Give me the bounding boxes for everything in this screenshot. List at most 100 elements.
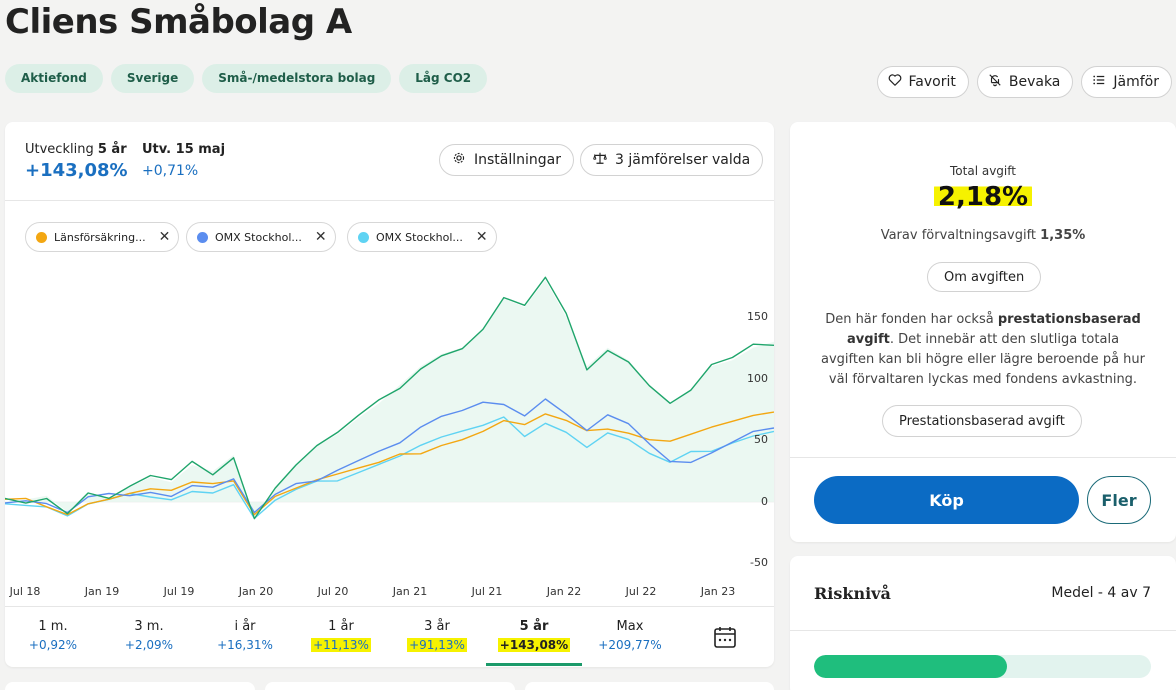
period-value: +209,77% (598, 638, 662, 652)
legend-dot (358, 231, 369, 243)
period-label: i år (234, 619, 256, 634)
bottom-card (5, 682, 255, 690)
total-fee: 2,18% (790, 182, 1176, 212)
x-tick: Jan 19 (84, 585, 120, 598)
period-label: 3 m. (134, 619, 164, 634)
period-3m[interactable]: 3 m. +2,09% (109, 619, 189, 653)
development-period: 5 år (97, 142, 127, 157)
y-tick: 0 (761, 495, 768, 508)
legend-dot (36, 231, 47, 243)
period-value: +0,92% (28, 638, 78, 652)
bottom-card (265, 682, 515, 690)
settings-button[interactable]: Inställningar (439, 144, 575, 176)
period-value: +11,13% (311, 638, 371, 652)
x-tick: Jul 18 (9, 585, 41, 598)
management-fee-label: Varav förvaltningsavgift (880, 228, 1037, 243)
x-tick: Jul 20 (317, 585, 349, 598)
legend-label: OMX Stockhol... (215, 230, 302, 244)
development-value: +143,08% (25, 160, 128, 181)
legend-chip-lansforsakringar[interactable]: Länsförsäkring... ✕ (25, 222, 180, 252)
period-value: +143,08% (497, 638, 571, 652)
calendar-icon[interactable] (713, 625, 737, 653)
period-label: 1 m. (38, 619, 68, 634)
series-area (5, 280, 774, 517)
x-tick: Jan 21 (392, 585, 428, 598)
risk-bar (814, 655, 1151, 678)
risk-title: Risknivå (814, 584, 891, 603)
page-title: Cliens Småbolag A (5, 2, 352, 42)
x-tick: Jul 21 (471, 585, 503, 598)
period-label: 1 år (328, 619, 354, 634)
day-change-stat: Utv. 15 maj +0,71% (142, 142, 225, 179)
y-tick: -50 (750, 556, 768, 569)
watch-button[interactable]: Bevaka (976, 66, 1074, 98)
legend-label: Länsförsäkring... (54, 230, 146, 244)
divider (790, 457, 1176, 458)
buy-button[interactable]: Köp (814, 476, 1079, 524)
development-stat: Utveckling 5 år +143,08% (25, 142, 128, 181)
more-button[interactable]: Fler (1087, 476, 1151, 524)
performance-card: Utveckling 5 år +143,08% Utv. 15 maj +0,… (5, 122, 774, 667)
compare-button[interactable]: Jämför (1081, 66, 1172, 98)
about-fee-button[interactable]: Om avgiften (927, 262, 1042, 292)
series-line-2 (5, 411, 774, 516)
fee-desc-pre: Den här fonden har också (825, 312, 998, 327)
fee-desc-post: . Det innebär att den slutliga totala av… (821, 332, 1145, 387)
active-period-indicator (486, 663, 582, 666)
development-label: Utveckling (25, 142, 94, 157)
close-icon[interactable]: ✕ (475, 229, 488, 245)
period-value: +16,31% (217, 638, 273, 652)
tag-country[interactable]: Sverige (110, 64, 195, 93)
watch-label: Bevaka (1008, 74, 1061, 90)
bell-off-icon (988, 73, 1002, 91)
period-5y[interactable]: 5 år +143,08% (494, 619, 574, 653)
close-icon[interactable]: ✕ (314, 229, 327, 245)
settings-label: Inställningar (474, 152, 562, 168)
close-icon[interactable]: ✕ (158, 229, 171, 245)
comparisons-label: 3 jämförelser valda (615, 152, 751, 168)
management-fee-value: 1,35% (1040, 228, 1086, 243)
performance-chart[interactable] (5, 262, 774, 582)
period-label: 5 år (519, 619, 549, 634)
series-line-3 (5, 416, 774, 520)
fund-tags: Aktiefond Sverige Små-/medelstora bolag … (5, 64, 488, 93)
period-3y[interactable]: 3 år +91,13% (397, 619, 477, 653)
divider (5, 200, 774, 201)
series-line-0 (5, 276, 774, 520)
bottom-card (525, 682, 774, 690)
x-tick: Jul 19 (163, 585, 195, 598)
period-label: Max (616, 619, 644, 634)
legend-label: OMX Stockhol... (376, 230, 463, 244)
tag-co2[interactable]: Låg CO2 (399, 64, 488, 93)
gear-icon (452, 151, 466, 169)
period-max[interactable]: Max +209,77% (590, 619, 670, 653)
period-1m[interactable]: 1 m. +0,92% (13, 619, 93, 653)
series-line-1 (5, 398, 774, 514)
risk-bar-fill (814, 655, 1007, 678)
x-tick: Jan 20 (238, 585, 274, 598)
period-1y[interactable]: 1 år +11,13% (301, 619, 381, 653)
tag-fund-type[interactable]: Aktiefond (5, 64, 103, 93)
period-label: 3 år (424, 619, 450, 634)
tag-company-size[interactable]: Små-/medelstora bolag (202, 64, 392, 93)
favorite-label: Favorit (908, 74, 956, 90)
total-fee-label: Total avgift (950, 164, 1016, 178)
fee-card: Total avgift 2,18% Varav förvaltningsavg… (790, 122, 1176, 542)
divider (5, 606, 774, 607)
divider (790, 630, 1176, 631)
x-tick: Jan 23 (700, 585, 736, 598)
favorite-button[interactable]: Favorit (876, 66, 969, 98)
comparisons-button[interactable]: 3 jämförelser valda (580, 144, 764, 176)
legend-chip-omx-1[interactable]: OMX Stockhol... ✕ (186, 222, 336, 252)
compare-label: Jämför (1113, 74, 1159, 90)
period-ytd[interactable]: i år +16,31% (205, 619, 285, 653)
fund-actions: Favorit Bevaka Jämför (876, 66, 1172, 98)
fee-desc-bold: prestationsbaserad avgift (846, 312, 1141, 347)
y-tick: 50 (754, 433, 768, 446)
scale-icon (593, 151, 607, 169)
period-value: +91,13% (407, 638, 467, 652)
performance-fee-button[interactable]: Prestationsbaserad avgift (882, 405, 1082, 437)
y-tick: 100 (747, 372, 768, 385)
risk-level: Medel - 4 av 7 (1051, 585, 1151, 601)
legend-chip-omx-2[interactable]: OMX Stockhol... ✕ (347, 222, 497, 252)
